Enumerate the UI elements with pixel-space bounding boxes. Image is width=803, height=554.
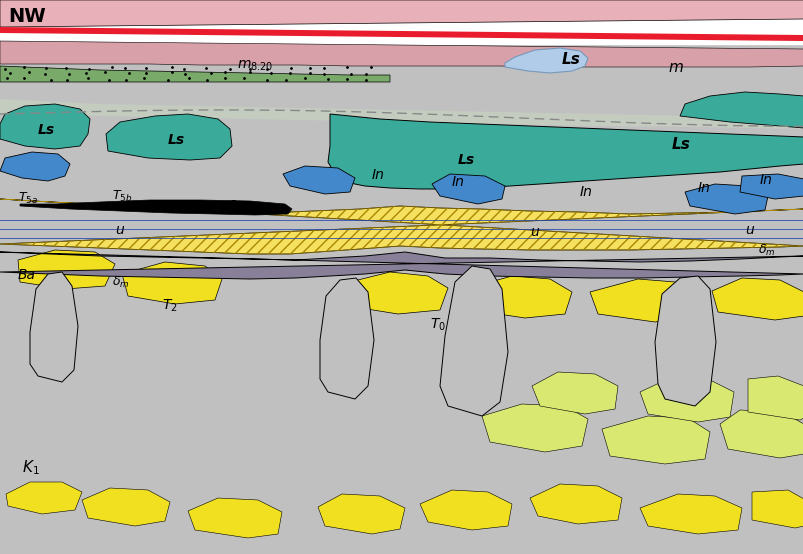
Text: In: In bbox=[579, 185, 592, 199]
Text: In: In bbox=[759, 173, 772, 187]
Text: $K_1$: $K_1$ bbox=[22, 458, 39, 476]
Polygon shape bbox=[0, 104, 90, 149]
Polygon shape bbox=[82, 488, 169, 526]
Polygon shape bbox=[122, 262, 222, 304]
Polygon shape bbox=[341, 272, 447, 314]
Polygon shape bbox=[30, 272, 78, 382]
Polygon shape bbox=[532, 372, 618, 414]
Polygon shape bbox=[0, 152, 70, 181]
Polygon shape bbox=[482, 404, 587, 452]
Polygon shape bbox=[684, 184, 767, 214]
Polygon shape bbox=[0, 199, 803, 254]
Text: In: In bbox=[372, 168, 385, 182]
Polygon shape bbox=[601, 416, 709, 464]
Text: In: In bbox=[451, 175, 464, 189]
Polygon shape bbox=[679, 92, 803, 128]
Text: Ls: Ls bbox=[38, 123, 55, 137]
Polygon shape bbox=[739, 174, 803, 199]
Text: u: u bbox=[529, 225, 538, 239]
Text: $\delta_m$: $\delta_m$ bbox=[228, 199, 245, 214]
Text: Ls: Ls bbox=[671, 137, 690, 152]
Polygon shape bbox=[751, 490, 803, 528]
Bar bbox=[0, 0, 803, 44]
Polygon shape bbox=[0, 27, 803, 41]
Text: In: In bbox=[697, 181, 710, 195]
Text: $T_{5a}$: $T_{5a}$ bbox=[18, 191, 38, 206]
Text: Ba: Ba bbox=[18, 268, 36, 282]
Polygon shape bbox=[0, 66, 389, 82]
Polygon shape bbox=[747, 376, 803, 420]
Polygon shape bbox=[106, 114, 232, 160]
Text: m: m bbox=[667, 60, 682, 75]
Text: $\delta_m$: $\delta_m$ bbox=[757, 243, 775, 258]
Text: u: u bbox=[744, 223, 753, 237]
Polygon shape bbox=[318, 494, 405, 534]
Polygon shape bbox=[188, 498, 282, 538]
Polygon shape bbox=[464, 276, 571, 318]
Polygon shape bbox=[283, 166, 355, 194]
Text: u: u bbox=[115, 223, 124, 237]
Text: $\delta_m$: $\delta_m$ bbox=[112, 275, 129, 290]
Polygon shape bbox=[328, 114, 803, 189]
Polygon shape bbox=[504, 48, 587, 73]
Polygon shape bbox=[0, 0, 803, 27]
Polygon shape bbox=[439, 266, 507, 416]
Polygon shape bbox=[589, 279, 697, 322]
Polygon shape bbox=[654, 276, 715, 406]
Polygon shape bbox=[719, 410, 803, 458]
Polygon shape bbox=[20, 200, 291, 215]
Text: Ls: Ls bbox=[561, 52, 580, 67]
Polygon shape bbox=[320, 278, 373, 399]
Polygon shape bbox=[0, 41, 803, 67]
Text: $m_{8.20}$: $m_{8.20}$ bbox=[237, 59, 273, 73]
Text: $T_2$: $T_2$ bbox=[161, 298, 177, 315]
Polygon shape bbox=[431, 174, 504, 204]
Polygon shape bbox=[639, 378, 733, 422]
Polygon shape bbox=[18, 250, 115, 289]
Text: NW: NW bbox=[8, 7, 46, 26]
Polygon shape bbox=[529, 484, 622, 524]
Text: Ls: Ls bbox=[168, 133, 185, 147]
Text: $T_0$: $T_0$ bbox=[430, 317, 446, 334]
Polygon shape bbox=[711, 278, 803, 320]
Polygon shape bbox=[6, 482, 82, 514]
Polygon shape bbox=[0, 252, 803, 279]
Polygon shape bbox=[639, 494, 741, 534]
Polygon shape bbox=[0, 99, 803, 129]
Text: $T_{5b}$: $T_{5b}$ bbox=[112, 189, 132, 204]
Polygon shape bbox=[419, 490, 512, 530]
Text: Ls: Ls bbox=[458, 153, 475, 167]
